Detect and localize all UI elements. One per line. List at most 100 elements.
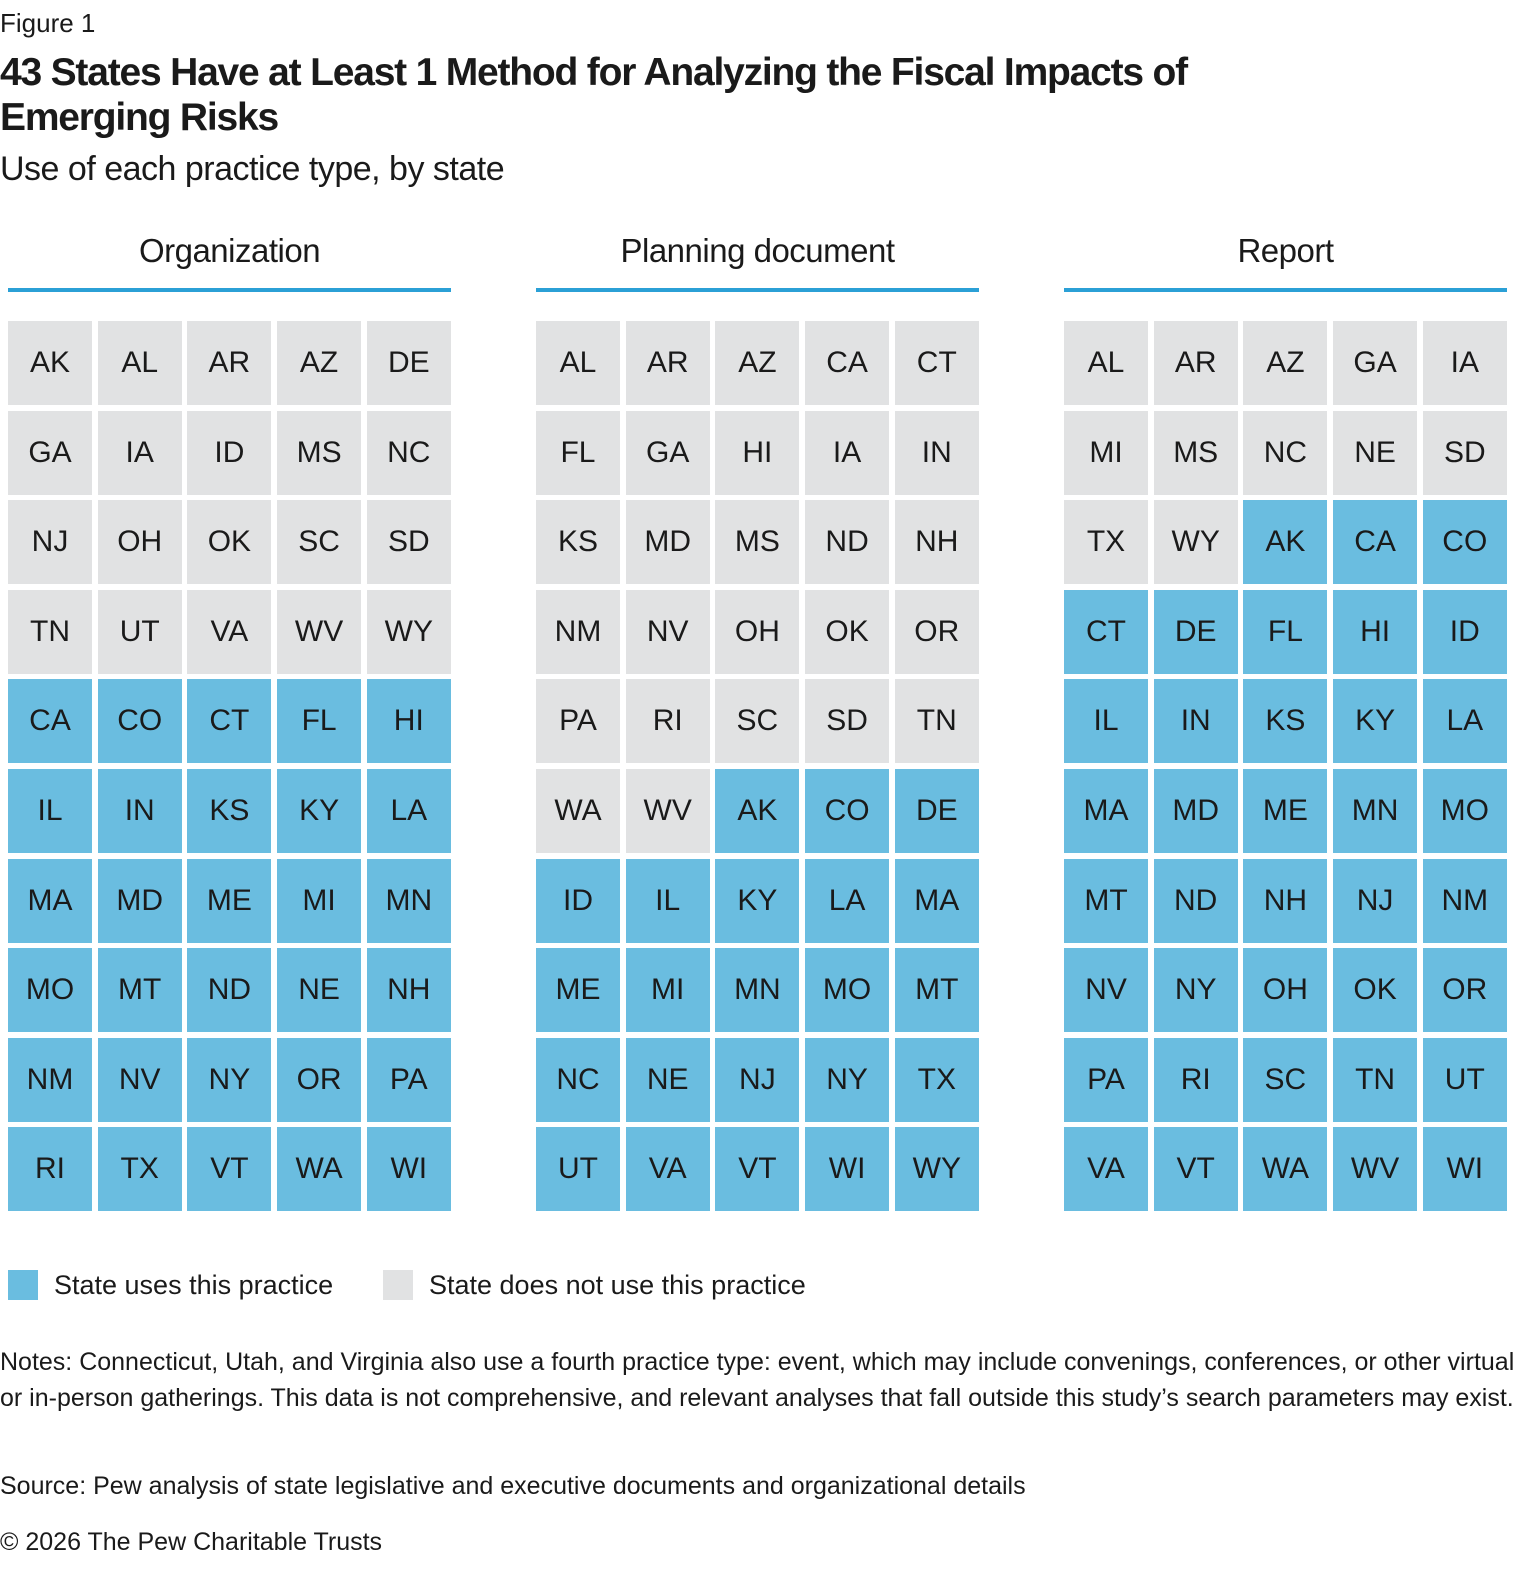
state-tile: DE xyxy=(366,321,451,405)
state-tile: NJ xyxy=(8,500,92,585)
state-tile: WI xyxy=(805,1127,890,1212)
state-tile: NH xyxy=(366,948,451,1033)
state-tile: UT xyxy=(97,589,182,674)
state-tile: MA xyxy=(8,858,92,943)
state-tile: AL xyxy=(97,321,182,405)
state-tile: WV xyxy=(277,589,362,674)
state-tile: OR xyxy=(894,589,979,674)
state-tile: ME xyxy=(1243,769,1328,853)
state-tile: CA xyxy=(805,321,890,405)
state-tile: VA xyxy=(187,589,272,674)
state-tile: MI xyxy=(277,858,362,943)
state-tile: FL xyxy=(1243,589,1328,674)
panel-title: Organization xyxy=(138,232,321,269)
state-tile: PA xyxy=(536,679,620,764)
panel-rule xyxy=(536,288,979,292)
state-tile: KY xyxy=(277,769,362,853)
state-tile: IN xyxy=(1153,679,1238,764)
title: 43 States Have at Least 1 Method for Ana… xyxy=(0,51,1188,139)
state-tile: NE xyxy=(277,948,362,1033)
state-tile: SC xyxy=(1243,1037,1328,1122)
state-tile: LA xyxy=(805,858,890,943)
state-tile: MS xyxy=(1153,410,1238,495)
state-tile: MS xyxy=(715,500,800,585)
state-tile: NY xyxy=(805,1037,890,1122)
state-tile: MO xyxy=(1422,769,1507,853)
state-tile: VA xyxy=(1064,1127,1148,1212)
panel-title: Planning document xyxy=(620,232,895,269)
state-tile: WI xyxy=(366,1127,451,1212)
state-tile: MA xyxy=(894,858,979,943)
state-tile: WA xyxy=(277,1127,362,1212)
source: Source: Pew analysis of state legislativ… xyxy=(0,1472,1026,1500)
state-tile: WY xyxy=(366,589,451,674)
state-tile: MN xyxy=(366,858,451,943)
state-tile: VT xyxy=(1153,1127,1238,1212)
state-tile: CA xyxy=(1333,500,1418,585)
state-tile: CO xyxy=(97,679,182,764)
state-tile: NE xyxy=(1333,410,1418,495)
legend-swatch xyxy=(8,1270,38,1300)
state-tile: ME xyxy=(187,858,272,943)
state-tile: IL xyxy=(625,858,710,943)
state-tile: KS xyxy=(187,769,272,853)
state-tile: NC xyxy=(1243,410,1328,495)
legend-label: State uses this practice xyxy=(54,1270,334,1300)
state-tile: TN xyxy=(8,589,92,674)
state-tile: KY xyxy=(715,858,800,943)
state-tile: MA xyxy=(1064,769,1148,853)
state-tile: HI xyxy=(1333,589,1418,674)
state-tile: OK xyxy=(805,589,890,674)
state-tile: CA xyxy=(8,679,92,764)
state-tile: OH xyxy=(97,500,182,585)
state-tile: RI xyxy=(625,679,710,764)
state-tile: NC xyxy=(366,410,451,495)
state-tile: VT xyxy=(187,1127,272,1212)
state-tile: IN xyxy=(894,410,979,495)
state-tile: NH xyxy=(1243,858,1328,943)
legend-swatch xyxy=(383,1270,413,1300)
subtitle: Use of each practice type, by state xyxy=(0,150,505,188)
state-tile: OR xyxy=(1422,948,1507,1033)
state-tile: AR xyxy=(625,321,710,405)
state-tile: WY xyxy=(894,1127,979,1212)
state-tile: CO xyxy=(805,769,890,853)
state-tile: WA xyxy=(1243,1127,1328,1212)
state-tile: CT xyxy=(894,321,979,405)
state-tile: MT xyxy=(894,948,979,1033)
state-tile: ID xyxy=(536,858,620,943)
state-tile: IN xyxy=(97,769,182,853)
state-tile: OK xyxy=(187,500,272,585)
state-tile: NV xyxy=(1064,948,1148,1033)
state-tile: RI xyxy=(1153,1037,1238,1122)
state-tile: IL xyxy=(1064,679,1148,764)
state-tile: SC xyxy=(715,679,800,764)
state-tile: NM xyxy=(1422,858,1507,943)
state-tile: MI xyxy=(1064,410,1148,495)
state-tile: MN xyxy=(1333,769,1418,853)
state-tile: WA xyxy=(536,769,620,853)
state-tile: WV xyxy=(1333,1127,1418,1212)
state-tile: WI xyxy=(1422,1127,1507,1212)
state-tile: MO xyxy=(805,948,890,1033)
state-tile: AR xyxy=(1153,321,1238,405)
state-tile: NM xyxy=(536,589,620,674)
state-tile: NY xyxy=(187,1037,272,1122)
state-tile: IA xyxy=(97,410,182,495)
state-tile: KS xyxy=(536,500,620,585)
state-tile: MD xyxy=(97,858,182,943)
state-tile: UT xyxy=(1422,1037,1507,1122)
copyright: © 2026 The Pew Charitable Trusts xyxy=(0,1528,383,1556)
state-tile: HI xyxy=(366,679,451,764)
state-tile: SD xyxy=(366,500,451,585)
state-tile: LA xyxy=(366,769,451,853)
state-tile: AL xyxy=(1064,321,1148,405)
notes: Notes: Connecticut, Utah, and Virginia a… xyxy=(0,1348,1515,1412)
state-tile: OR xyxy=(277,1037,362,1122)
state-tile: NE xyxy=(625,1037,710,1122)
state-tile: ID xyxy=(187,410,272,495)
state-tile: VT xyxy=(715,1127,800,1212)
state-tile: GA xyxy=(625,410,710,495)
state-tile: AZ xyxy=(715,321,800,405)
